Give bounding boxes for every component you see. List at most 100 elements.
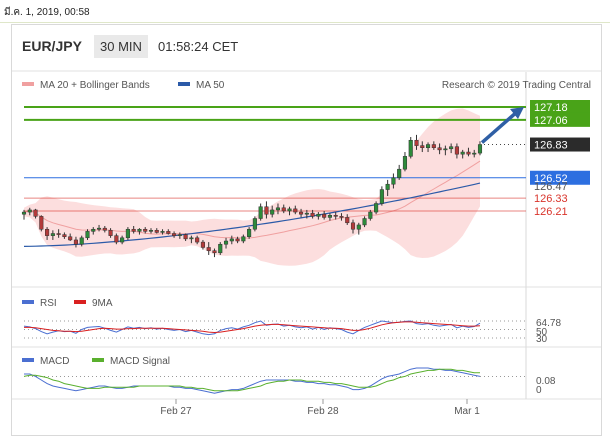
candle: [79, 235, 84, 247]
candle-body: [449, 146, 454, 150]
candle: [460, 149, 465, 159]
candle: [350, 219, 356, 234]
candle: [177, 232, 182, 239]
macd-signal-legend-swatch: [92, 358, 104, 362]
candle-body: [172, 233, 177, 236]
candle-body: [27, 209, 32, 213]
candle: [206, 242, 211, 255]
candle-body: [68, 236, 73, 241]
candle-body: [333, 215, 338, 217]
candle-body: [247, 228, 252, 237]
candle-body: [189, 237, 194, 240]
candle-body: [252, 218, 257, 230]
candle: [33, 208, 38, 219]
ma50-label: 126.47: [534, 181, 568, 193]
chart-header: EUR/JPY 30 MIN 01:58:24 CET: [12, 25, 601, 71]
candle: [102, 226, 107, 233]
candle-body: [96, 227, 102, 230]
rsi-last-label: 64.78: [536, 318, 561, 329]
candle: [345, 214, 350, 225]
candle-body: [177, 234, 182, 236]
candle-body: [241, 236, 246, 242]
candle-body: [408, 139, 413, 157]
candle: [241, 234, 246, 244]
candle: [385, 179, 390, 196]
bollinger-band: [24, 108, 480, 266]
candle-body: [431, 144, 436, 148]
rsi-line: [23, 320, 481, 336]
candle-body: [131, 228, 136, 232]
candle-body: [299, 211, 304, 215]
timeframe-badge[interactable]: 30 MIN: [94, 35, 148, 58]
candle-body: [125, 228, 130, 239]
candle: [68, 233, 73, 242]
candle: [299, 208, 304, 218]
ma50-legend-label: MA 50: [196, 80, 225, 91]
candle-body: [79, 237, 84, 245]
rsi-level-30-label: 30: [536, 334, 548, 345]
candle: [472, 149, 477, 158]
candle-body: [85, 231, 90, 239]
candle: [39, 215, 44, 232]
rsi-legend-label: RSI: [40, 298, 57, 309]
candle: [27, 207, 32, 216]
candle: [322, 211, 327, 220]
candle-body: [466, 151, 471, 155]
candle: [160, 229, 165, 235]
candle-body: [385, 183, 390, 190]
copyright-label: Research © 2019 Trading Central: [442, 80, 591, 91]
candle-body: [62, 234, 67, 237]
candle-body: [39, 216, 44, 230]
candle: [125, 227, 130, 240]
candle: [120, 235, 125, 245]
candle: [62, 232, 67, 239]
candle-body: [379, 189, 384, 204]
candle-body: [414, 139, 419, 146]
candle: [166, 229, 171, 235]
candle-body: [235, 238, 240, 242]
candle-body: [148, 230, 154, 232]
macd-signal-legend-label: MACD Signal: [110, 356, 170, 367]
target-1-label-box: [530, 112, 590, 127]
candle-body: [108, 230, 113, 236]
forecast-arrow-shaft: [480, 109, 520, 144]
candle: [397, 164, 402, 180]
candle: [21, 209, 27, 220]
candle: [108, 228, 113, 238]
candle-body: [264, 206, 269, 215]
time-tick-label: Mar 1: [454, 406, 480, 417]
candle-body: [420, 145, 425, 148]
candle-body: [102, 227, 107, 231]
candle-body: [270, 209, 275, 215]
candle: [426, 142, 431, 153]
candle-body: [443, 148, 448, 151]
candle: [229, 235, 234, 245]
candle-body: [56, 233, 61, 235]
time-tick-label: Feb 27: [160, 406, 192, 417]
candle-body: [223, 240, 229, 245]
candle-body: [437, 147, 442, 151]
candle: [402, 152, 408, 172]
candle: [218, 242, 223, 255]
candle-body: [368, 211, 373, 219]
candle: [183, 233, 188, 242]
candle-body: [281, 207, 286, 212]
candle-body: [304, 212, 309, 215]
candle: [264, 201, 269, 219]
candle-body: [391, 177, 396, 185]
currency-pair: EUR/JPY: [22, 38, 82, 54]
candle-body: [91, 228, 96, 232]
timestamp-bar: มี.ค. 1, 2019, 00:58: [0, 0, 610, 23]
support-1-label: 126.33: [534, 193, 568, 205]
ma20-legend-swatch: [22, 82, 34, 86]
chart-card: EUR/JPY 30 MIN 01:58:24 CET MA 20 + Boll…: [11, 24, 602, 436]
macd-line: [24, 367, 481, 394]
candle-body: [218, 243, 223, 254]
pivot-label-box: [530, 170, 590, 185]
candle: [408, 137, 413, 159]
candle-body: [21, 211, 27, 215]
candle: [443, 145, 448, 156]
candle-body: [345, 217, 350, 224]
candle-body: [183, 234, 188, 240]
ma50-line: [23, 182, 481, 247]
